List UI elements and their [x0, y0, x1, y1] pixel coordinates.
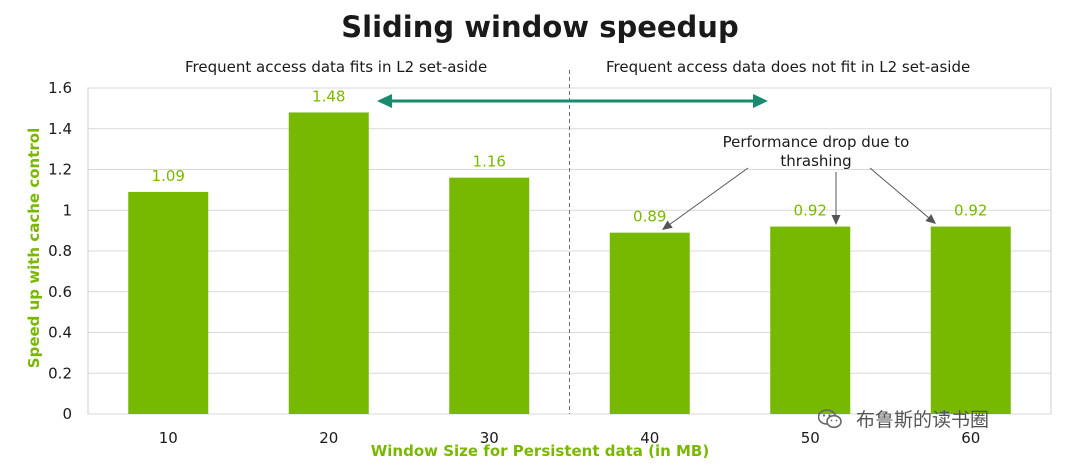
- chart-title: Sliding window speedup: [341, 10, 739, 44]
- y-tick-label: 1.4: [48, 120, 72, 138]
- annotation-arrow: [869, 167, 929, 218]
- y-tick-label: 1: [62, 201, 72, 219]
- data-label: 1.48: [312, 87, 345, 105]
- region-label-not-fits: Frequent access data does not fit in L2 …: [606, 58, 971, 76]
- y-tick-label: 1.2: [48, 161, 72, 179]
- x-tick-label: 30: [480, 429, 499, 447]
- y-tick-label: 0.6: [48, 283, 72, 301]
- data-label: 0.92: [954, 202, 987, 220]
- x-axis-label: Window Size for Persistent data (in MB): [370, 442, 710, 460]
- bar: [288, 112, 369, 414]
- bar: [770, 226, 851, 414]
- x-tick-label: 10: [159, 429, 178, 447]
- bar: [930, 226, 1011, 414]
- annotation-line-1: Performance drop due to: [723, 133, 910, 151]
- arrow-head-left: [377, 94, 392, 108]
- watermark: 布鲁斯的读书圈: [818, 405, 989, 432]
- region-label-fits: Frequent access data fits in L2 set-asid…: [185, 58, 488, 76]
- x-tick-label: 40: [640, 429, 659, 447]
- x-tick-label: 50: [801, 429, 820, 447]
- y-tick-label: 1.6: [48, 79, 72, 97]
- bar: [128, 191, 209, 414]
- x-tick-label: 60: [961, 429, 980, 447]
- annotation-arrow: [669, 167, 749, 225]
- data-label: 0.89: [633, 208, 666, 226]
- data-label: 1.09: [152, 167, 185, 185]
- annotation-arrow-head: [925, 214, 936, 224]
- bar: [609, 232, 690, 414]
- y-tick-label: 0.2: [48, 364, 72, 382]
- annotation-arrow-head: [831, 215, 841, 225]
- annotation-line-2: thrashing: [780, 152, 851, 170]
- annotation-arrow-head: [662, 220, 673, 230]
- y-tick-label: 0: [62, 405, 72, 423]
- data-label: 0.92: [794, 202, 827, 220]
- wechat-icon: [818, 408, 842, 428]
- watermark-text: 布鲁斯的读书圈: [856, 409, 990, 431]
- arrow-head-right: [753, 94, 768, 108]
- y-tick-label: 0.4: [48, 324, 72, 342]
- x-tick-label: 20: [319, 429, 338, 447]
- y-tick-label: 0.8: [48, 242, 72, 260]
- bar: [449, 177, 530, 414]
- data-label: 1.16: [473, 153, 506, 171]
